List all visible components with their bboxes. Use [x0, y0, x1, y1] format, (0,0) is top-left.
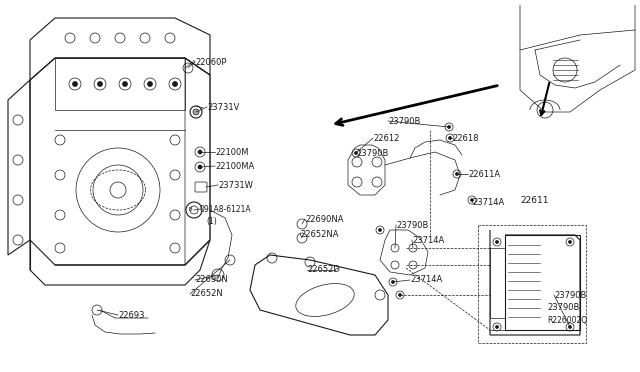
Text: 23714A: 23714A — [412, 235, 444, 244]
Text: 22060P: 22060P — [195, 58, 227, 67]
Circle shape — [470, 199, 474, 202]
Text: 23731V: 23731V — [207, 103, 239, 112]
Text: 22690NA: 22690NA — [305, 215, 344, 224]
Text: B: B — [188, 206, 192, 212]
Bar — [505, 235, 580, 330]
Text: 23731W: 23731W — [218, 180, 253, 189]
Text: 22100M: 22100M — [215, 148, 248, 157]
Circle shape — [173, 81, 177, 87]
Circle shape — [399, 294, 401, 296]
Text: 22612: 22612 — [373, 134, 399, 142]
Text: 23714A: 23714A — [472, 198, 504, 206]
Text: R226002Q: R226002Q — [547, 315, 587, 324]
Text: 23790B: 23790B — [388, 116, 420, 125]
Circle shape — [392, 280, 394, 283]
Circle shape — [568, 326, 572, 328]
Text: 22611: 22611 — [520, 196, 548, 205]
Text: 22652D: 22652D — [307, 266, 340, 275]
Bar — [490, 248, 505, 318]
Circle shape — [355, 151, 358, 154]
Text: 23714A: 23714A — [410, 276, 442, 285]
Circle shape — [147, 81, 152, 87]
Circle shape — [97, 81, 102, 87]
Circle shape — [193, 109, 199, 115]
Text: 23790B: 23790B — [356, 148, 388, 157]
Circle shape — [495, 241, 499, 244]
Circle shape — [378, 228, 381, 231]
Text: 091A8-6121A: 091A8-6121A — [200, 205, 252, 214]
Text: 22690N: 22690N — [195, 276, 228, 285]
Circle shape — [198, 165, 202, 169]
Bar — [478, 225, 586, 343]
Circle shape — [198, 150, 202, 154]
Circle shape — [72, 81, 77, 87]
Circle shape — [122, 81, 127, 87]
Text: 22652NA: 22652NA — [300, 230, 339, 238]
Text: 22693: 22693 — [118, 311, 145, 320]
Text: 22100MA: 22100MA — [215, 161, 254, 170]
Circle shape — [447, 125, 451, 128]
Text: 23790B: 23790B — [396, 221, 428, 230]
Circle shape — [456, 173, 458, 176]
Circle shape — [568, 241, 572, 244]
Text: 22618: 22618 — [452, 134, 479, 142]
Text: (1): (1) — [206, 217, 217, 225]
Text: 23790B: 23790B — [554, 291, 586, 299]
Text: 22652N: 22652N — [190, 289, 223, 298]
Text: 22611A: 22611A — [468, 170, 500, 179]
Circle shape — [449, 137, 451, 140]
Circle shape — [495, 326, 499, 328]
Text: 23790B: 23790B — [547, 304, 579, 312]
